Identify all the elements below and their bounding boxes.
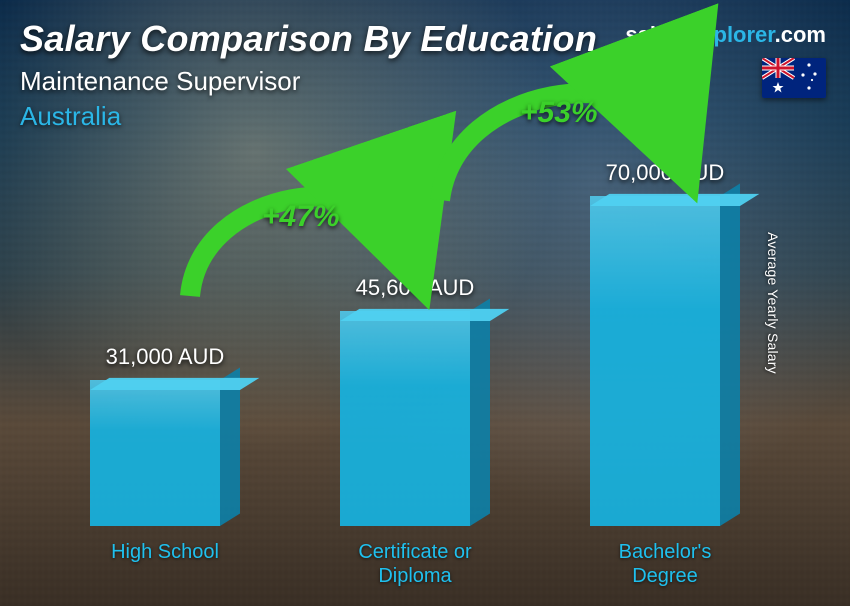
bar-value-label: 45,600 AUD bbox=[356, 275, 475, 301]
bar-value-label: 31,000 AUD bbox=[106, 344, 225, 370]
bar bbox=[90, 380, 240, 526]
australia-flag-icon bbox=[762, 58, 826, 98]
bar-group: 70,000 AUD Bachelor'sDegree bbox=[565, 160, 765, 588]
infographic-canvas: Salary Comparison By Education Maintenan… bbox=[0, 0, 850, 606]
bar-category-label: High School bbox=[111, 540, 219, 588]
bar bbox=[340, 311, 490, 526]
bar-group: 45,600 AUD Certificate orDiploma bbox=[315, 275, 515, 588]
brand-part-3: .com bbox=[775, 22, 826, 47]
bar-category-label: Bachelor'sDegree bbox=[619, 540, 712, 588]
bar-group: 31,000 AUD High School bbox=[65, 344, 265, 588]
bar-value-label: 70,000 AUD bbox=[606, 160, 725, 186]
bar-category-label: Certificate orDiploma bbox=[358, 540, 471, 588]
page-subtitle: Maintenance Supervisor bbox=[20, 66, 830, 97]
brand-part-1: salary bbox=[625, 22, 689, 47]
bar bbox=[590, 196, 740, 526]
country-label: Australia bbox=[20, 101, 830, 132]
brand-part-2: explorer bbox=[689, 22, 775, 47]
site-brand: salaryexplorer.com bbox=[625, 22, 826, 48]
bar-chart: 31,000 AUD High School 45,600 AUD Certifica… bbox=[40, 148, 790, 588]
